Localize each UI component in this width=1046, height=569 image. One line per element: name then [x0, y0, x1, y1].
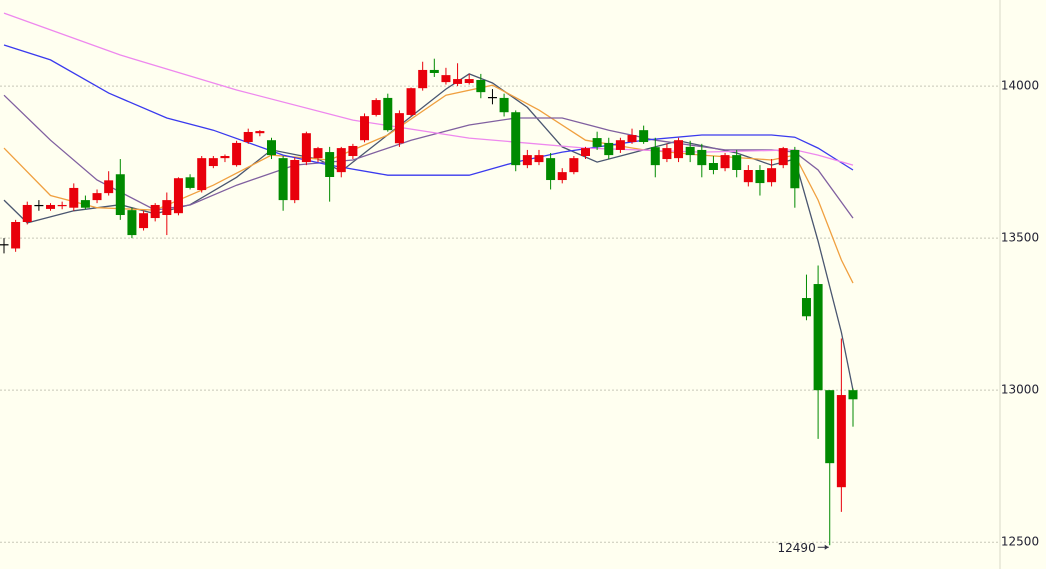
candle-body [208, 158, 218, 167]
candle-body [697, 149, 707, 166]
candle-body [173, 178, 183, 214]
candle-body [104, 180, 114, 194]
candle-body [848, 390, 858, 400]
candle-body [139, 213, 149, 229]
candle-body [371, 100, 381, 115]
candle-body [232, 142, 242, 166]
candle-body [243, 131, 253, 143]
candle-body [790, 149, 800, 189]
candle-body [115, 174, 125, 216]
candle-body [801, 298, 811, 317]
candle-body [499, 97, 509, 113]
candle-body [11, 222, 21, 249]
candle-body [825, 390, 835, 464]
candle-body [720, 155, 730, 169]
moving-average-line [3, 44, 854, 176]
candle-body [197, 158, 207, 191]
candle-body [581, 148, 590, 157]
candle-body [813, 284, 823, 391]
candle-body [615, 140, 625, 150]
candle-body [767, 168, 777, 183]
candle-body [569, 158, 579, 173]
moving-average-line [3, 12, 854, 166]
candle-body [255, 131, 265, 134]
candle-body [546, 158, 556, 181]
candle-body [383, 97, 393, 131]
y-tick-label: 12500 [1001, 535, 1039, 549]
candle-body [80, 200, 90, 208]
candle-body [0, 244, 9, 246]
annotation-arrowhead [824, 544, 829, 550]
candle-body [69, 187, 79, 208]
candle-body [743, 170, 753, 183]
candle-body [534, 155, 544, 163]
candle-body [476, 79, 486, 93]
candle-body [511, 112, 521, 166]
candle-body [627, 135, 637, 143]
candle-body [46, 204, 56, 209]
annotation-label: 12490 [778, 541, 816, 555]
candle-body [732, 155, 742, 171]
candle-body [650, 147, 660, 166]
candle-body [429, 69, 439, 73]
candle-body [127, 210, 137, 236]
candle-body [22, 204, 32, 223]
candle-body [418, 69, 428, 89]
candle-body [778, 148, 788, 166]
candle-body [604, 142, 614, 156]
y-tick-label: 13000 [1001, 383, 1039, 397]
candle-body [301, 133, 311, 163]
candle-body [662, 148, 672, 160]
candle-body [755, 170, 765, 184]
candle-body [278, 158, 288, 201]
y-tick-label: 14000 [1001, 79, 1039, 93]
candle-body [464, 79, 474, 84]
candle-body [185, 177, 195, 188]
y-tick-label: 13500 [1001, 231, 1039, 245]
candle-body [336, 148, 346, 173]
candle-body [220, 156, 230, 159]
candle-body [487, 97, 497, 99]
candle-body [406, 88, 416, 115]
candle-body [92, 193, 102, 201]
candle-body [360, 116, 370, 141]
candle-body [162, 200, 172, 216]
candle-body [394, 113, 404, 144]
candle-body [557, 172, 567, 181]
candle-body [592, 138, 602, 147]
candle-body [348, 145, 358, 157]
candle-body [522, 155, 532, 166]
candle-body [836, 395, 846, 488]
candle-body [453, 79, 463, 84]
candle-body [685, 146, 695, 156]
candle-body [34, 204, 44, 207]
candle-body [441, 75, 451, 83]
candle-body [674, 140, 684, 159]
candle-body [290, 159, 300, 201]
candle-body [708, 163, 718, 171]
candle-body [266, 140, 276, 156]
candle-body [313, 148, 323, 159]
candle-body [57, 204, 67, 207]
candle-body [325, 152, 335, 177]
candle-body [150, 204, 160, 219]
candle-body [639, 130, 649, 143]
